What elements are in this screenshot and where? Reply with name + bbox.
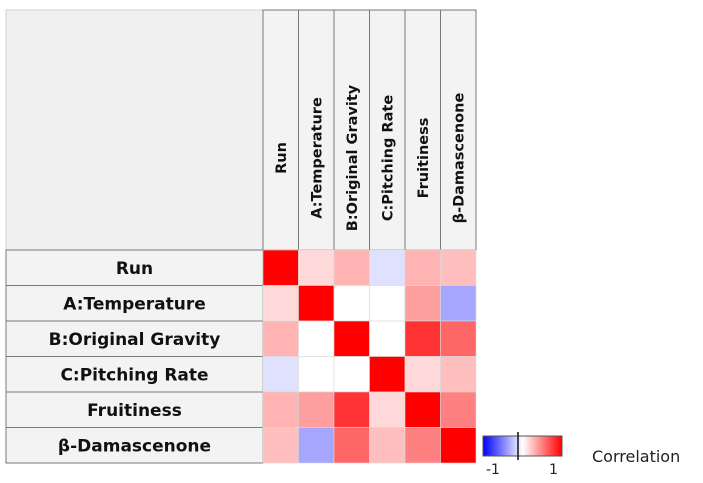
- heatmap-cell-2-1: [299, 321, 335, 357]
- heatmap-cell-5-0: [263, 428, 299, 464]
- heatmap-cells: [263, 250, 476, 463]
- heatmap-cell-5-5: [441, 428, 477, 464]
- column-label-run: Run: [274, 142, 290, 174]
- column-headers: Run A:Temperature B:Original Gravity C:Pitc…: [263, 10, 476, 250]
- row-label-fruitiness: Fruitiness: [87, 401, 182, 421]
- heatmap-cell-3-4: [405, 357, 441, 393]
- heatmap-cell-0-0: [263, 250, 299, 286]
- heatmap-cell-0-5: [441, 250, 477, 286]
- heatmap-cell-1-3: [370, 286, 406, 322]
- heatmap-cell-3-5: [441, 357, 477, 393]
- heatmap-cell-0-2: [334, 250, 370, 286]
- legend-max-label: 1: [549, 462, 558, 478]
- heatmap-cell-4-5: [441, 392, 477, 428]
- heatmap-cell-5-2: [334, 428, 370, 464]
- column-label-fruitiness: Fruitiness: [416, 118, 432, 199]
- row-label-b-original-gravity: B:Original Gravity: [49, 330, 221, 350]
- column-label-b-original-gravity: B:Original Gravity: [345, 84, 361, 231]
- heatmap-cell-1-1: [299, 286, 335, 322]
- heatmap-cell-2-0: [263, 321, 299, 357]
- heatmap-cell-4-0: [263, 392, 299, 428]
- color-legend: -1 1 Correlation: [483, 432, 680, 478]
- heatmap-cell-2-5: [441, 321, 477, 357]
- column-header-cell: [263, 10, 299, 250]
- heatmap-cell-3-3: [370, 357, 406, 393]
- column-label-damascenone: β-Damascenone: [451, 93, 467, 224]
- heatmap-cell-1-0: [263, 286, 299, 322]
- heatmap-cell-4-1: [299, 392, 335, 428]
- legend-gradient-bar: [483, 436, 562, 456]
- row-label-damascenone: β-Damascenone: [58, 436, 211, 456]
- heatmap-cell-0-4: [405, 250, 441, 286]
- heatmap-cell-0-1: [299, 250, 335, 286]
- heatmap-cell-5-1: [299, 428, 335, 464]
- row-headers: Run A:Temperature B:Original Gravity C:Pitc…: [6, 250, 263, 463]
- row-label-c-pitching-rate: C:Pitching Rate: [60, 365, 208, 385]
- heatmap-cell-4-3: [370, 392, 406, 428]
- heatmap-cell-4-2: [334, 392, 370, 428]
- heatmap-cell-3-1: [299, 357, 335, 393]
- heatmap-cell-3-2: [334, 357, 370, 393]
- column-label-a-temperature: A:Temperature: [309, 97, 325, 219]
- heatmap-cell-1-4: [405, 286, 441, 322]
- heatmap-cell-1-5: [441, 286, 477, 322]
- heatmap-cell-4-4: [405, 392, 441, 428]
- heatmap-cell-5-4: [405, 428, 441, 464]
- corner-header-cell: [6, 10, 263, 250]
- heatmap-cell-1-2: [334, 286, 370, 322]
- row-label-a-temperature: A:Temperature: [63, 294, 206, 314]
- column-label-c-pitching-rate: C:Pitching Rate: [380, 95, 396, 221]
- heatmap-cell-3-0: [263, 357, 299, 393]
- heatmap-cell-2-3: [370, 321, 406, 357]
- heatmap-cell-5-3: [370, 428, 406, 464]
- heatmap-cell-2-4: [405, 321, 441, 357]
- legend-min-label: -1: [486, 462, 500, 478]
- row-label-run: Run: [116, 259, 153, 279]
- heatmap-cell-2-2: [334, 321, 370, 357]
- heatmap-cell-0-3: [370, 250, 406, 286]
- legend-title: Correlation: [592, 447, 680, 466]
